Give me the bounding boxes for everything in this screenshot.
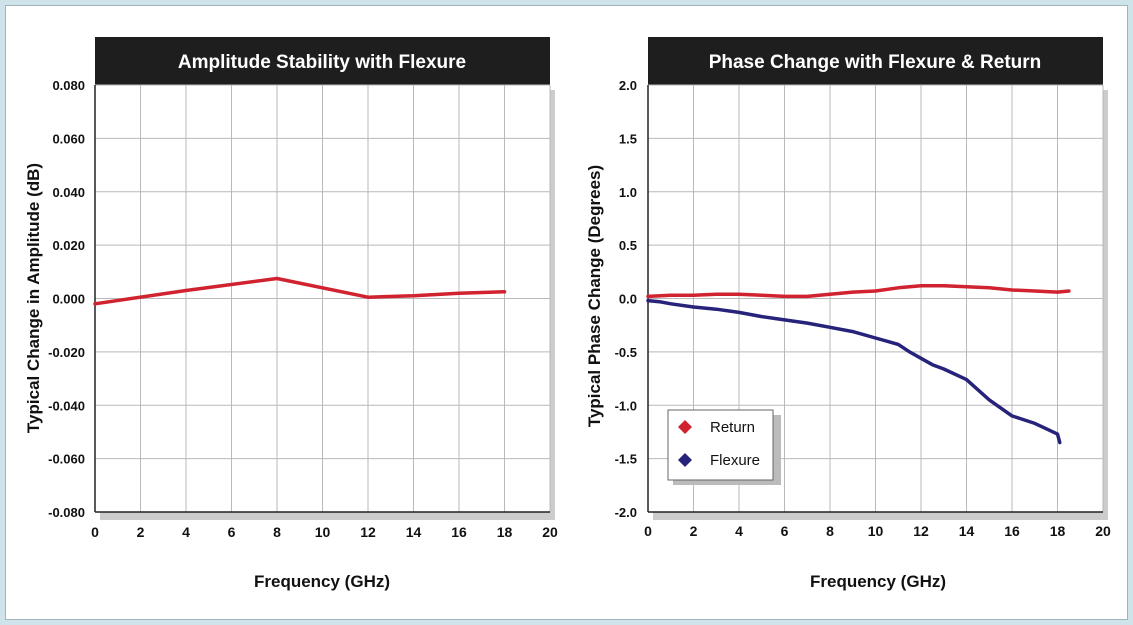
x-tick-label: 12 (360, 524, 376, 540)
x-axis-title: Frequency (GHz) (254, 572, 390, 591)
y-tick-label: 2.0 (619, 78, 637, 93)
x-tick-label: 0 (644, 523, 652, 539)
y-tick-label: 0.0 (619, 292, 637, 307)
x-tick-label: 2 (137, 524, 145, 540)
y-tick-label: 0.060 (52, 131, 85, 146)
x-tick-label: 16 (451, 524, 467, 540)
x-tick-label: 14 (959, 523, 975, 539)
y-tick-label: -1.5 (615, 452, 637, 467)
y-tick-label: -0.080 (48, 505, 85, 520)
y-axis-title: Typical Change in Amplitude (dB) (24, 163, 43, 433)
x-tick-label: 14 (406, 524, 422, 540)
x-tick-label: 0 (91, 524, 99, 540)
y-tick-label: -2.0 (615, 505, 637, 520)
x-tick-label: 8 (273, 524, 281, 540)
legend-marker-flexure (678, 453, 692, 467)
title-bar (648, 37, 1103, 85)
x-tick-label: 20 (542, 524, 558, 540)
title-bar (95, 37, 550, 85)
y-tick-label: 0.5 (619, 238, 637, 253)
y-tick-label: 0.040 (52, 185, 85, 200)
x-tick-label: 10 (868, 523, 884, 539)
series-line-return (646, 283, 1071, 299)
y-tick-label: 0.020 (52, 238, 85, 253)
legend-label-return: Return (710, 419, 755, 436)
x-tick-label: 2 (690, 523, 698, 539)
chart-title: Phase Change with Flexure & Return (709, 52, 1042, 73)
y-tick-label: -0.060 (48, 452, 85, 467)
amplitude-chart: Amplitude Stability with Flexure 0 2 4 6 8 10… (24, 37, 558, 591)
x-tick-label: 6 (781, 523, 789, 539)
y-tick-label: 0.000 (52, 292, 85, 307)
y-tick-label: -0.040 (48, 398, 85, 413)
x-tick-label: 18 (497, 524, 513, 540)
chart-title: Amplitude Stability with Flexure (178, 52, 466, 73)
series-line-amplitude (93, 276, 507, 306)
x-tick-label: 16 (1004, 523, 1020, 539)
legend: Return Flexure (667, 409, 781, 485)
x-tick-label: 4 (735, 523, 743, 539)
y-tick-label: -0.020 (48, 345, 85, 360)
x-tick-label: 12 (913, 523, 929, 539)
x-tick-label: 10 (315, 524, 331, 540)
y-axis-title: Typical Phase Change (Degrees) (585, 165, 604, 427)
legend-label-flexure: Flexure (710, 452, 760, 469)
y-tick-label: 1.5 (619, 131, 637, 146)
y-tick-label: 1.0 (619, 185, 637, 200)
y-tick-label: 0.080 (52, 78, 85, 93)
x-tick-label: 18 (1050, 523, 1066, 539)
legend-marker-return (678, 420, 692, 434)
x-tick-label: 6 (228, 524, 236, 540)
x-tick-label: 20 (1095, 523, 1111, 539)
series-line-flexure (646, 298, 1062, 445)
x-axis-title: Frequency (GHz) (810, 572, 946, 591)
y-tick-label: -0.5 (615, 345, 637, 360)
x-tick-label: 4 (182, 524, 190, 540)
x-tick-label: 8 (826, 523, 834, 539)
y-tick-label: -1.0 (615, 398, 637, 413)
phase-chart: Phase Change with Flexure & Return 0 2 4 6 8… (585, 37, 1111, 591)
